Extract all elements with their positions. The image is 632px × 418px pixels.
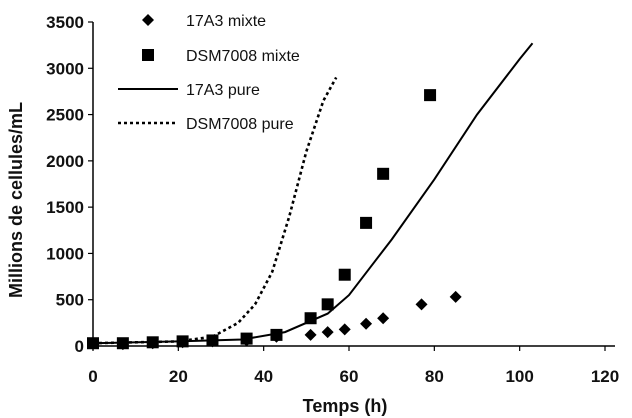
x-axis-title: Temps (h) bbox=[303, 396, 388, 416]
legend-item: 17A3 mixte bbox=[142, 13, 266, 30]
plot-area bbox=[92, 22, 615, 347]
y-tick-label: 2500 bbox=[46, 106, 84, 125]
y-axis-ticks: 0 500 1000 1500 2000 2500 3000 3500 bbox=[46, 13, 93, 356]
x-tick-label: 80 bbox=[425, 367, 444, 386]
legend-label: DSM7008 pure bbox=[186, 116, 294, 133]
y-tick-label: 3000 bbox=[46, 59, 84, 78]
legend-item: DSM7008 pure bbox=[118, 116, 294, 133]
data-point bbox=[87, 337, 99, 350]
x-tick-label: 0 bbox=[88, 367, 97, 386]
x-tick-label: 100 bbox=[505, 367, 533, 386]
data-point bbox=[360, 317, 373, 330]
data-point bbox=[377, 167, 390, 180]
legend-item: DSM7008 mixte bbox=[142, 48, 300, 65]
data-point bbox=[449, 290, 462, 303]
y-tick-label: 0 bbox=[75, 337, 84, 356]
data-point bbox=[321, 298, 334, 311]
y-tick-label: 500 bbox=[56, 291, 84, 310]
y-tick-label: 2000 bbox=[46, 152, 84, 171]
x-tick-label: 120 bbox=[591, 367, 619, 386]
data-point bbox=[415, 298, 428, 311]
data-point bbox=[360, 216, 373, 229]
x-tick-label: 20 bbox=[169, 367, 188, 386]
x-axis-ticks: 0 20 40 60 80 100 120 bbox=[88, 346, 619, 386]
data-point bbox=[338, 268, 351, 281]
legend-marker bbox=[142, 49, 154, 61]
legend-label: DSM7008 mixte bbox=[186, 48, 300, 65]
series-1 bbox=[87, 89, 437, 350]
data-point bbox=[338, 323, 351, 336]
data-point bbox=[321, 326, 334, 339]
legend-label: 17A3 mixte bbox=[186, 13, 266, 30]
series-2 bbox=[92, 42, 534, 345]
y-tick-label: 1500 bbox=[46, 198, 84, 217]
data-point bbox=[270, 328, 283, 341]
series-layer bbox=[87, 42, 534, 351]
series-line bbox=[92, 42, 534, 345]
data-point bbox=[377, 312, 390, 325]
legend-marker bbox=[142, 14, 154, 26]
y-tick-label: 3500 bbox=[46, 13, 84, 32]
series-3 bbox=[92, 76, 338, 345]
data-point bbox=[304, 328, 317, 341]
data-point bbox=[424, 89, 437, 102]
legend-label: 17A3 pure bbox=[186, 82, 260, 99]
x-tick-label: 40 bbox=[254, 367, 273, 386]
y-axis-title: Millions de cellules/mL bbox=[6, 102, 26, 298]
y-tick-label: 1000 bbox=[46, 244, 84, 263]
x-tick-label: 60 bbox=[340, 367, 359, 386]
legend: 17A3 mixte DSM7008 mixte 17A3 pure DSM7008 … bbox=[118, 13, 300, 133]
series-line bbox=[92, 76, 338, 345]
legend-item: 17A3 pure bbox=[118, 82, 260, 99]
